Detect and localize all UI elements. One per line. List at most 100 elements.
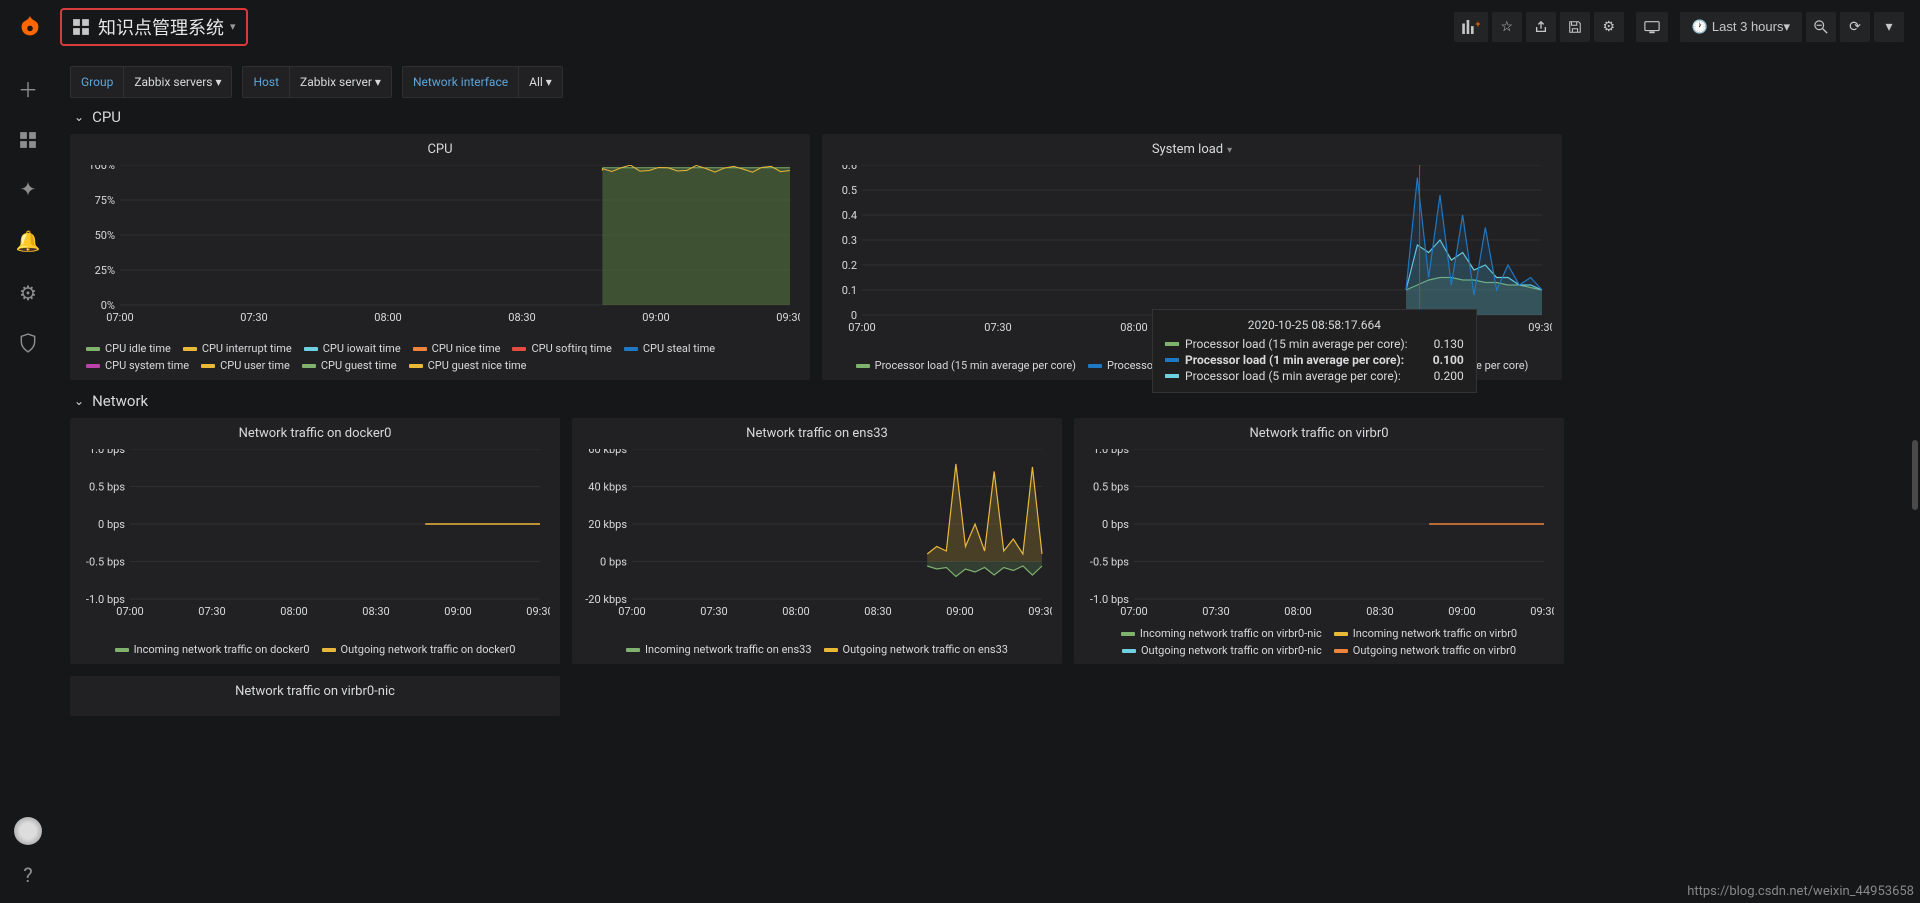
var-host[interactable]: Host Zabbix server ▾	[242, 66, 391, 98]
legend-item[interactable]: CPU nice time	[413, 342, 501, 355]
legend-item[interactable]: CPU user time	[201, 359, 290, 372]
net-virbr0-legend: Incoming network traffic on virbr0-nic In…	[1074, 623, 1564, 665]
scrollbar[interactable]	[1912, 440, 1918, 510]
row-network[interactable]: ⌄ Network	[74, 392, 1906, 410]
legend-item[interactable]: CPU guest nice time	[409, 359, 527, 372]
svg-text:0.3: 0.3	[842, 234, 857, 247]
user-avatar[interactable]	[14, 817, 42, 845]
svg-text:08:30: 08:30	[1366, 605, 1393, 618]
panel-net-ens33[interactable]: Network traffic on ens33 -20 kbps0 bps20…	[572, 418, 1062, 664]
svg-text:07:30: 07:30	[700, 605, 727, 618]
share-button[interactable]	[1526, 12, 1556, 42]
panel-net-virbr0nic[interactable]: Network traffic on virbr0-nic	[70, 676, 560, 716]
help-icon[interactable]: ?	[23, 863, 32, 887]
dashboard-title-dropdown[interactable]: 知识点管理系统 ▾	[60, 8, 248, 46]
save-button[interactable]	[1560, 12, 1590, 42]
zoom-out-button[interactable]	[1806, 12, 1836, 42]
var-group[interactable]: Group Zabbix servers ▾	[70, 66, 232, 98]
tv-mode-button[interactable]	[1636, 12, 1668, 42]
var-netif-label: Network interface	[403, 75, 518, 89]
admin-icon[interactable]	[19, 333, 37, 353]
panel-net-virbr0-title: Network traffic on virbr0	[1074, 418, 1564, 445]
dashboard-grid-icon	[72, 18, 90, 36]
svg-text:09:30: 09:30	[1528, 321, 1552, 334]
panel-net-virbr0[interactable]: Network traffic on virbr0 -1.0 bps-0.5 b…	[1074, 418, 1564, 664]
refresh-interval-dropdown[interactable]: ▾	[1874, 12, 1904, 42]
row-cpu-title: CPU	[92, 108, 121, 126]
legend-item[interactable]: CPU steal time	[624, 342, 715, 355]
legend-item[interactable]: Incoming network traffic on virbr0	[1334, 627, 1517, 640]
var-host-value[interactable]: Zabbix server ▾	[289, 67, 391, 97]
time-range-picker[interactable]: 🕐 Last 3 hours ▾	[1680, 12, 1802, 42]
panel-system-load[interactable]: System load▾ 00.10.20.30.40.50.607:0007:…	[822, 134, 1562, 380]
watermark: https://blog.csdn.net/weixin_44953658	[1687, 884, 1914, 899]
svg-text:08:00: 08:00	[280, 605, 307, 618]
legend-item[interactable]: Outgoing network traffic on ens33	[824, 643, 1008, 656]
var-group-value[interactable]: Zabbix servers ▾	[123, 67, 231, 97]
svg-text:08:30: 08:30	[864, 605, 891, 618]
var-netif[interactable]: Network interface All ▾	[402, 66, 563, 98]
svg-text:0.5 bps: 0.5 bps	[1093, 481, 1129, 494]
tooltip: 2020-10-25 08:58:17.664Processor load (1…	[1152, 309, 1477, 393]
topbar: 知识点管理系统 ▾ + ☆ ⚙ 🕐 Last 3 hours ▾ ⟳ ▾	[0, 0, 1920, 54]
legend-item[interactable]: Processor load (15 min average per core)	[856, 359, 1076, 372]
row-network-title: Network	[92, 392, 148, 410]
svg-text:07:30: 07:30	[198, 605, 225, 618]
dashboard-content: Group Zabbix servers ▾ Host Zabbix serve…	[56, 54, 1920, 903]
panel-cpu[interactable]: CPU 0%25%50%75%100%07:0007:3008:0008:300…	[70, 134, 810, 380]
svg-text:08:00: 08:00	[374, 311, 401, 324]
legend-item[interactable]: Incoming network traffic on docker0	[115, 643, 310, 656]
legend-item[interactable]: CPU iowait time	[304, 342, 401, 355]
legend-item[interactable]: Incoming network traffic on ens33	[626, 643, 811, 656]
svg-text:0.5 bps: 0.5 bps	[89, 481, 125, 494]
var-netif-value[interactable]: All ▾	[518, 67, 562, 97]
legend-item[interactable]: CPU idle time	[86, 342, 171, 355]
panel-net-docker0[interactable]: Network traffic on docker0 -1.0 bps-0.5 …	[70, 418, 560, 664]
cpu-panels-row: CPU 0%25%50%75%100%07:0007:3008:0008:300…	[70, 134, 1906, 380]
var-host-label: Host	[243, 75, 289, 89]
configuration-icon[interactable]: ⚙	[19, 281, 37, 305]
svg-text:0.4: 0.4	[842, 209, 857, 222]
svg-text:75%: 75%	[95, 194, 115, 207]
panel-system-load-title: System load▾	[822, 134, 1562, 161]
cpu-chart[interactable]: 0%25%50%75%100%07:0007:3008:0008:3009:00…	[70, 161, 810, 338]
svg-text:1.0 bps: 1.0 bps	[1093, 449, 1129, 456]
svg-text:25%: 25%	[95, 264, 115, 277]
chevron-down-icon: ▾	[230, 20, 236, 33]
svg-text:-0.5 bps: -0.5 bps	[1090, 556, 1129, 569]
star-button[interactable]: ☆	[1492, 12, 1522, 42]
net-virbr0-chart[interactable]: -1.0 bps-0.5 bps0 bps0.5 bps1.0 bps07:00…	[1074, 445, 1564, 623]
add-panel-button[interactable]: +	[1454, 12, 1488, 42]
svg-text:07:00: 07:00	[1120, 605, 1147, 618]
legend-item[interactable]: CPU interrupt time	[183, 342, 292, 355]
net-docker0-chart[interactable]: -1.0 bps-0.5 bps0 bps0.5 bps1.0 bps07:00…	[70, 445, 560, 639]
svg-text:40 kbps: 40 kbps	[588, 481, 627, 494]
net-ens33-chart[interactable]: -20 kbps0 bps20 kbps40 kbps60 kbps07:000…	[572, 445, 1062, 639]
create-icon[interactable]: ＋	[18, 74, 38, 103]
chevron-down-icon: ⌄	[74, 394, 84, 408]
alerting-icon[interactable]: 🔔	[16, 229, 41, 253]
legend-item[interactable]: Incoming network traffic on virbr0-nic	[1121, 627, 1322, 640]
svg-text:07:00: 07:00	[848, 321, 875, 334]
legend-item[interactable]: CPU softirq time	[512, 342, 611, 355]
panel-net-docker0-title: Network traffic on docker0	[70, 418, 560, 445]
settings-button[interactable]: ⚙	[1594, 12, 1624, 42]
legend-item[interactable]: CPU guest time	[302, 359, 397, 372]
svg-text:09:30: 09:30	[776, 311, 800, 324]
row-cpu[interactable]: ⌄ CPU	[74, 108, 1906, 126]
explore-icon[interactable]: ✦	[20, 177, 37, 201]
dashboards-icon[interactable]	[19, 131, 37, 149]
legend-item[interactable]: CPU system time	[86, 359, 189, 372]
legend-item[interactable]: Outgoing network traffic on virbr0	[1334, 644, 1516, 657]
panel-net-ens33-title: Network traffic on ens33	[572, 418, 1062, 445]
legend-item[interactable]: Outgoing network traffic on docker0	[322, 643, 516, 656]
svg-text:20 kbps: 20 kbps	[588, 518, 627, 531]
chevron-down-icon: ⌄	[74, 110, 84, 124]
svg-text:09:30: 09:30	[526, 605, 550, 618]
svg-text:09:00: 09:00	[642, 311, 669, 324]
legend-item[interactable]: Outgoing network traffic on virbr0-nic	[1122, 644, 1322, 657]
svg-text:09:00: 09:00	[1448, 605, 1475, 618]
refresh-button[interactable]: ⟳	[1840, 12, 1870, 42]
time-range-label: Last 3 hours	[1712, 19, 1784, 34]
template-variables: Group Zabbix servers ▾ Host Zabbix serve…	[70, 66, 1906, 98]
